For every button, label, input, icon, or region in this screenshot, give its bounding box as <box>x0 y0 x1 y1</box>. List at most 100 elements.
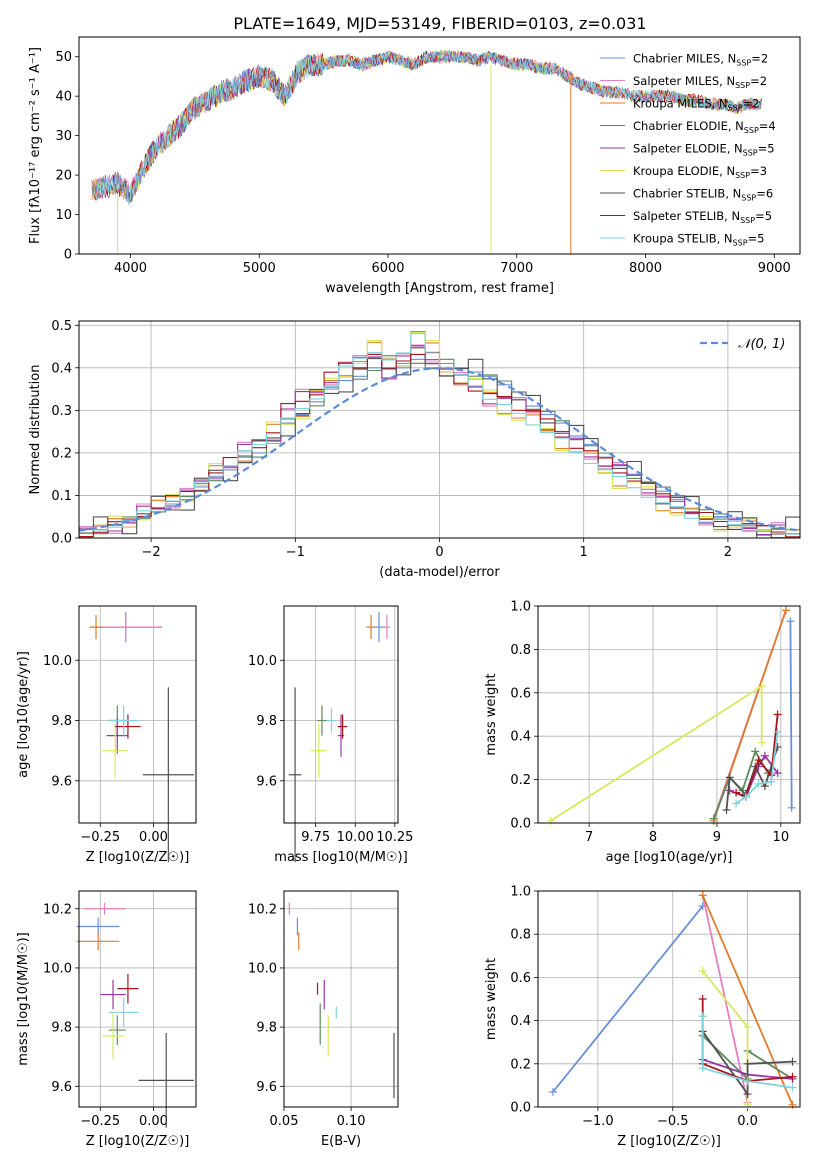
legend-sub: SSP <box>736 59 751 68</box>
y-tick-label: 0.6 <box>510 686 531 701</box>
weight-marker <box>548 1087 557 1096</box>
x-tick-label: −1 <box>286 545 305 560</box>
legend-sub: SSP <box>733 239 748 248</box>
plot-frame <box>78 890 197 1108</box>
y-tick-label: 9.6 <box>256 774 277 789</box>
weight-marker <box>732 788 741 797</box>
weight-marker <box>743 1023 752 1032</box>
y-tick-label: 1.0 <box>510 885 531 900</box>
x-tick-label: 8 <box>649 830 657 845</box>
y-tick-label: 10.0 <box>43 961 72 976</box>
weight-marker <box>757 738 766 747</box>
y-axis-label: mass weight <box>484 958 499 1040</box>
mass_vs_ebv-panel: 0.05 0.10 9.6 9.8 10.0 10.2 E(B-V) <box>248 890 399 1149</box>
plot-frame <box>78 36 801 255</box>
legend-sub: SSP <box>741 194 756 203</box>
weight-marker <box>788 1057 797 1066</box>
legend-sub: SSP <box>728 104 743 113</box>
y-tick-label: 9.8 <box>256 714 277 729</box>
legend-eq: =2 <box>750 74 767 88</box>
y-tick-label: 0.2 <box>51 446 72 461</box>
plot-frame <box>78 320 801 539</box>
legend-eq: =5 <box>755 209 772 223</box>
x-tick-label: 0.00 <box>139 830 168 845</box>
y-tick-label: 0.0 <box>51 532 72 547</box>
y-tick-label: 9.6 <box>51 1080 72 1095</box>
x-axis-label: Z [log10(Z/Z☉)] <box>86 1134 190 1149</box>
x-axis-label: Z [log10(Z/Z☉)] <box>617 1134 721 1149</box>
y-tick-label: 0.8 <box>510 928 531 943</box>
x-tick-label: 0.05 <box>270 1114 299 1129</box>
x-tick-label: −1.0 <box>582 1114 614 1129</box>
x-tick-label: 0 <box>435 545 443 560</box>
weight-line <box>550 684 763 822</box>
legend-sub: SSP <box>743 149 758 158</box>
residuals-panel: −2 −1 0 1 2 0.0 0.1 0.2 0.3 0.4 0.5 (data-model)/er… <box>28 319 801 580</box>
y-tick-label: 9.8 <box>51 714 72 729</box>
y-axis-label: mass weight <box>484 673 499 755</box>
weight-marker <box>725 786 734 795</box>
y-tick-label: 0.4 <box>510 730 531 745</box>
y-tick-label: 0 <box>64 248 72 263</box>
x-tick-label: 7 <box>585 830 593 845</box>
legend-eq: =2 <box>751 52 768 66</box>
legend-entry: Salpeter STELIB, NSSP=5 <box>633 209 772 225</box>
x-axis-label: (data-model)/error <box>379 565 500 580</box>
weight-marker <box>773 710 782 719</box>
legend-sub: SSP <box>735 81 750 90</box>
x-tick-label: 0.10 <box>337 1114 366 1129</box>
weight-line <box>701 1016 793 1089</box>
y-tick-label: 40 <box>55 90 72 105</box>
y-tick-label: 10.2 <box>43 902 72 917</box>
weight-marker <box>787 803 796 812</box>
weight-marker <box>698 891 707 900</box>
y-tick-label: 10 <box>55 208 72 223</box>
x-tick-label: 9 <box>713 830 721 845</box>
spectrum-line <box>91 49 762 204</box>
weight-marker <box>743 1090 752 1099</box>
legend-entry: Kroupa MILES, NSSP=2 <box>633 97 759 113</box>
y-tick-label: 0.2 <box>510 1057 531 1072</box>
legend-entry: 𝒩(0, 1) <box>738 337 785 352</box>
plot-frame <box>283 890 399 1108</box>
y-axis-label: age [log10(age/yr)] <box>16 651 31 778</box>
x-tick-label: −0.25 <box>80 830 120 845</box>
spectrum-line <box>91 49 762 202</box>
y-tick-label: 20 <box>55 169 72 184</box>
histogram-step <box>79 333 800 538</box>
y-tick-label: 9.8 <box>51 1021 72 1036</box>
y-tick-label: 9.6 <box>51 774 72 789</box>
legend-entry: Salpeter ELODIE, NSSP=5 <box>633 142 775 158</box>
x-tick-label: 8000 <box>629 261 662 276</box>
weight-marker <box>725 773 734 782</box>
legend-sub: SSP <box>744 126 759 135</box>
gaussian-curve <box>78 367 801 532</box>
legend-entry: Kroupa ELODIE, NSSP=3 <box>633 164 767 180</box>
weight-marker <box>788 1072 797 1081</box>
x-tick-label: 5000 <box>243 261 276 276</box>
weight-marker <box>754 756 763 765</box>
x-tick-label: 10.00 <box>337 830 374 845</box>
plot-frame <box>537 605 801 824</box>
weight-marker <box>786 617 795 626</box>
legend-entry: Kroupa STELIB, NSSP=5 <box>633 232 764 248</box>
legend-entry: Salpeter MILES, NSSP=2 <box>633 74 767 90</box>
y-tick-label: 0.4 <box>510 1014 531 1029</box>
y-tick-label: 9.8 <box>256 1021 277 1036</box>
weight-marker <box>788 1083 797 1092</box>
x-tick-label: 6000 <box>371 261 404 276</box>
x-tick-label: 10.25 <box>376 830 413 845</box>
y-tick-label: 0.6 <box>510 971 531 986</box>
legend-entry: Chabrier MILES, NSSP=2 <box>633 52 768 68</box>
x-tick-label: 2 <box>724 545 732 560</box>
x-axis-label: mass [log10(M/M☉)] <box>274 850 407 865</box>
age_vs_Z-panel: −0.25 0.00 9.6 9.8 10.0 Z [log10(Z/Z☉)] age [l… <box>16 605 197 865</box>
mass_vs_Z-panel: −0.25 0.00 9.6 9.8 10.0 10.2 Z [log10(Z/Z☉)] ma… <box>16 890 197 1149</box>
weight-marker <box>732 799 741 808</box>
weight-marker <box>788 1100 797 1109</box>
spectrum-panel: 4000 5000 6000 7000 8000 9000 0 10 20 30 40 50 wavel… <box>28 36 801 296</box>
x-tick-label: −2 <box>142 545 161 560</box>
weight-marker <box>781 606 790 615</box>
weight-marker <box>698 1064 707 1073</box>
